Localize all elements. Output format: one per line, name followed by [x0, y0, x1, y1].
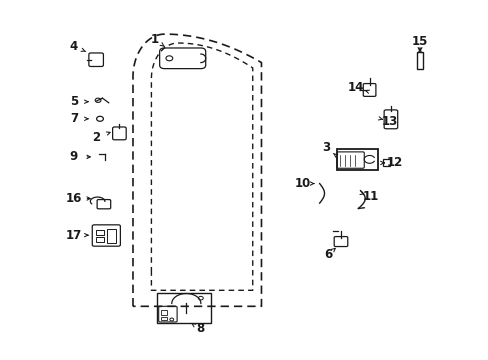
Text: 14: 14	[347, 81, 364, 94]
Text: 3: 3	[321, 141, 329, 154]
Bar	[157, 293, 210, 323]
Text: 8: 8	[195, 322, 203, 335]
Text: 15: 15	[411, 35, 427, 48]
Bar	[96, 230, 103, 235]
Bar	[336, 149, 377, 170]
Text: 17: 17	[65, 229, 82, 242]
Text: 12: 12	[386, 157, 402, 170]
Text: 1: 1	[150, 33, 159, 46]
Text: 9: 9	[70, 150, 78, 163]
Bar	[416, 52, 423, 69]
Text: 2: 2	[92, 131, 101, 144]
Text: 5: 5	[70, 95, 78, 108]
Bar	[96, 237, 103, 242]
Text: 7: 7	[70, 112, 78, 125]
Bar	[161, 310, 166, 315]
Text: 4: 4	[70, 40, 78, 53]
Text: 16: 16	[65, 192, 82, 205]
Bar	[383, 159, 389, 166]
Text: 10: 10	[294, 177, 310, 190]
Bar	[161, 317, 166, 320]
Bar	[106, 229, 115, 243]
Text: 6: 6	[323, 248, 331, 261]
Text: 11: 11	[362, 189, 378, 203]
Text: 13: 13	[381, 115, 397, 128]
